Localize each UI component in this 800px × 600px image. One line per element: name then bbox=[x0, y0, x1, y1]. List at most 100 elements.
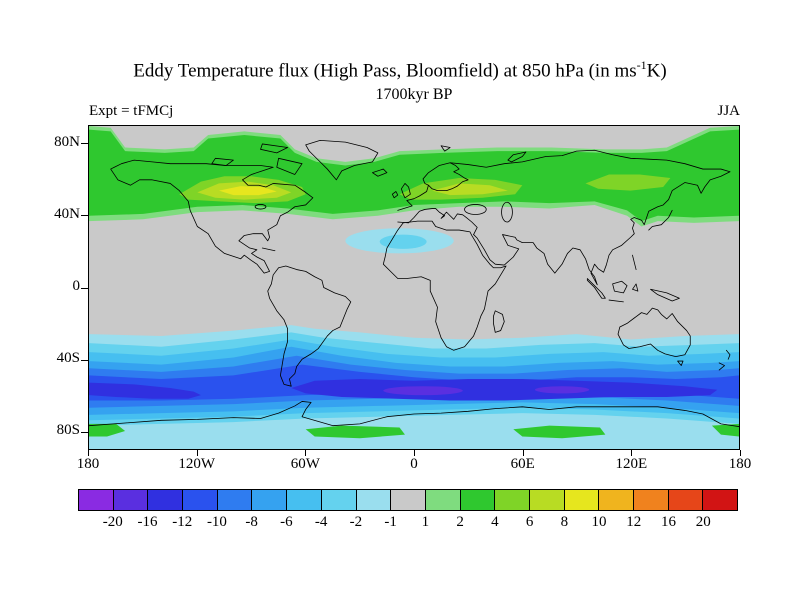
colorbar-segment bbox=[391, 490, 426, 510]
colorbar-segment bbox=[113, 490, 149, 510]
coastline-black-sea bbox=[465, 204, 487, 214]
plot-title-text: Eddy Temperature flux (High Pass, Bloomf… bbox=[133, 60, 637, 82]
coastlines-layer bbox=[89, 140, 739, 426]
coastline-great-lakes bbox=[255, 204, 266, 209]
colorbar-tick-label: 20 bbox=[695, 514, 711, 530]
coastline-sulawesi bbox=[632, 284, 637, 291]
lon-tick-label: 60W bbox=[290, 456, 320, 472]
colorbar bbox=[78, 489, 738, 511]
colorbar-tick-label: -10 bbox=[206, 514, 227, 530]
colorbar-segment bbox=[599, 490, 634, 510]
colorbar-segment bbox=[564, 490, 600, 510]
lat-tick-mark bbox=[81, 143, 88, 145]
plot-title: Eddy Temperature flux (High Pass, Bloomf… bbox=[0, 58, 800, 82]
contour-nh-max-europe-core bbox=[432, 183, 508, 196]
coastline-europe-mediterranean bbox=[398, 209, 477, 235]
coastline-iceland bbox=[372, 169, 386, 176]
contour-sh-min-pacific bbox=[89, 382, 201, 399]
lon-tick-mark bbox=[305, 450, 307, 456]
lat-tick-label: 40S bbox=[56, 350, 80, 367]
colorbar-segment bbox=[529, 490, 565, 510]
lat-tick-mark bbox=[81, 431, 88, 433]
colorbar-segment bbox=[356, 490, 392, 510]
contour-antarctic-positive-indian bbox=[513, 425, 606, 439]
contour-nh-max-canada-core bbox=[219, 186, 277, 196]
contour-sh-min-core-atlantic bbox=[383, 386, 463, 396]
colorbar-segment bbox=[425, 490, 461, 510]
contour-antarctic-positive-west bbox=[89, 423, 126, 437]
coastline-caspian-sea bbox=[502, 202, 513, 222]
lat-tick-mark bbox=[81, 359, 88, 361]
colorbar-tick-label: 8 bbox=[560, 514, 569, 530]
colorbar-segment bbox=[287, 490, 322, 510]
lon-tick-mark bbox=[88, 450, 89, 456]
coastline-baffin-island bbox=[277, 158, 302, 174]
colorbar-tick-label: 12 bbox=[626, 514, 642, 530]
season-label: JJA bbox=[717, 103, 740, 119]
coastline-philippines bbox=[632, 255, 636, 269]
coastline-antarctica bbox=[89, 401, 739, 426]
coastline-arctic-russia bbox=[450, 150, 730, 172]
coastline-japan bbox=[649, 210, 672, 230]
map-panel bbox=[88, 125, 740, 450]
lat-tick-label: 40N bbox=[54, 205, 80, 222]
world-map-svg bbox=[89, 126, 739, 449]
coastline-britain bbox=[401, 183, 410, 197]
colorbar-segment bbox=[321, 490, 357, 510]
coastline-java bbox=[609, 300, 623, 302]
lon-tick-mark bbox=[740, 450, 741, 456]
coastline-sumatra bbox=[587, 279, 605, 299]
colorbar-segment bbox=[495, 490, 530, 510]
lat-tick-label: 80S bbox=[56, 422, 80, 439]
contour-atlantic-negative-blob-core bbox=[379, 234, 427, 249]
contour-antarctic-positive-east bbox=[711, 423, 739, 437]
coastline-east-asia bbox=[474, 172, 730, 285]
lat-tick-label: 0 bbox=[72, 278, 81, 294]
colorbar-tick-label: -4 bbox=[314, 514, 328, 530]
colorbar-tick-label: -16 bbox=[137, 514, 158, 530]
coastline-ireland bbox=[392, 191, 397, 197]
colorbar-tick-label: 4 bbox=[491, 514, 499, 530]
coastline-north-america bbox=[111, 160, 313, 273]
lon-tick-label: 120W bbox=[178, 456, 215, 472]
contour-nh-max-siberia bbox=[585, 174, 671, 191]
lon-tick-label: 180 bbox=[728, 456, 752, 472]
coastline-borneo bbox=[613, 281, 627, 293]
coastline-new-zealand-north bbox=[726, 350, 730, 359]
plot-title-superscript: -1 bbox=[636, 58, 647, 72]
colorbar-segment bbox=[460, 490, 496, 510]
coastline-new-guinea bbox=[651, 289, 680, 301]
lon-tick-label: 120E bbox=[615, 456, 648, 472]
colorbar-tick-label: -1 bbox=[384, 514, 397, 530]
lon-tick-mark bbox=[196, 450, 198, 456]
colorbar-segment bbox=[252, 490, 288, 510]
coastline-tasmania bbox=[678, 361, 683, 365]
contour-sh-min-core-indian bbox=[534, 386, 590, 394]
plot-title-suffix: K) bbox=[646, 60, 667, 82]
coastline-europe-north bbox=[398, 163, 468, 211]
colorbar-segment bbox=[183, 490, 218, 510]
colorbar-segment bbox=[703, 490, 738, 510]
colorbar-segment bbox=[148, 490, 184, 510]
colorbar-tick-label: -2 bbox=[349, 514, 363, 530]
colorbar-tick-label: 1 bbox=[421, 514, 430, 530]
coastline-greenland bbox=[306, 140, 378, 179]
colorbar-tick-label: 10 bbox=[591, 514, 607, 530]
contour-sh-min-circumpolar bbox=[291, 379, 718, 401]
coastline-madagascar bbox=[493, 311, 504, 333]
lon-tick-label: 0 bbox=[410, 456, 418, 472]
lon-tick-mark bbox=[414, 450, 415, 456]
lon-tick-label: 60E bbox=[510, 456, 535, 472]
colorbar-tick-label: -20 bbox=[102, 514, 123, 530]
coastline-south-america bbox=[268, 266, 351, 386]
colorbar-segment bbox=[634, 490, 669, 510]
plot-subtitle: 1700kyr BP bbox=[375, 86, 453, 103]
lon-tick-label: 180 bbox=[76, 456, 100, 472]
colorbar-tick-label: 16 bbox=[661, 514, 677, 530]
lon-tick-mark bbox=[631, 450, 633, 456]
coastline-new-zealand-south bbox=[719, 363, 724, 370]
lon-tick-mark bbox=[522, 450, 524, 456]
coastline-ellesmere-island bbox=[261, 144, 288, 153]
coastline-australia bbox=[618, 308, 690, 356]
